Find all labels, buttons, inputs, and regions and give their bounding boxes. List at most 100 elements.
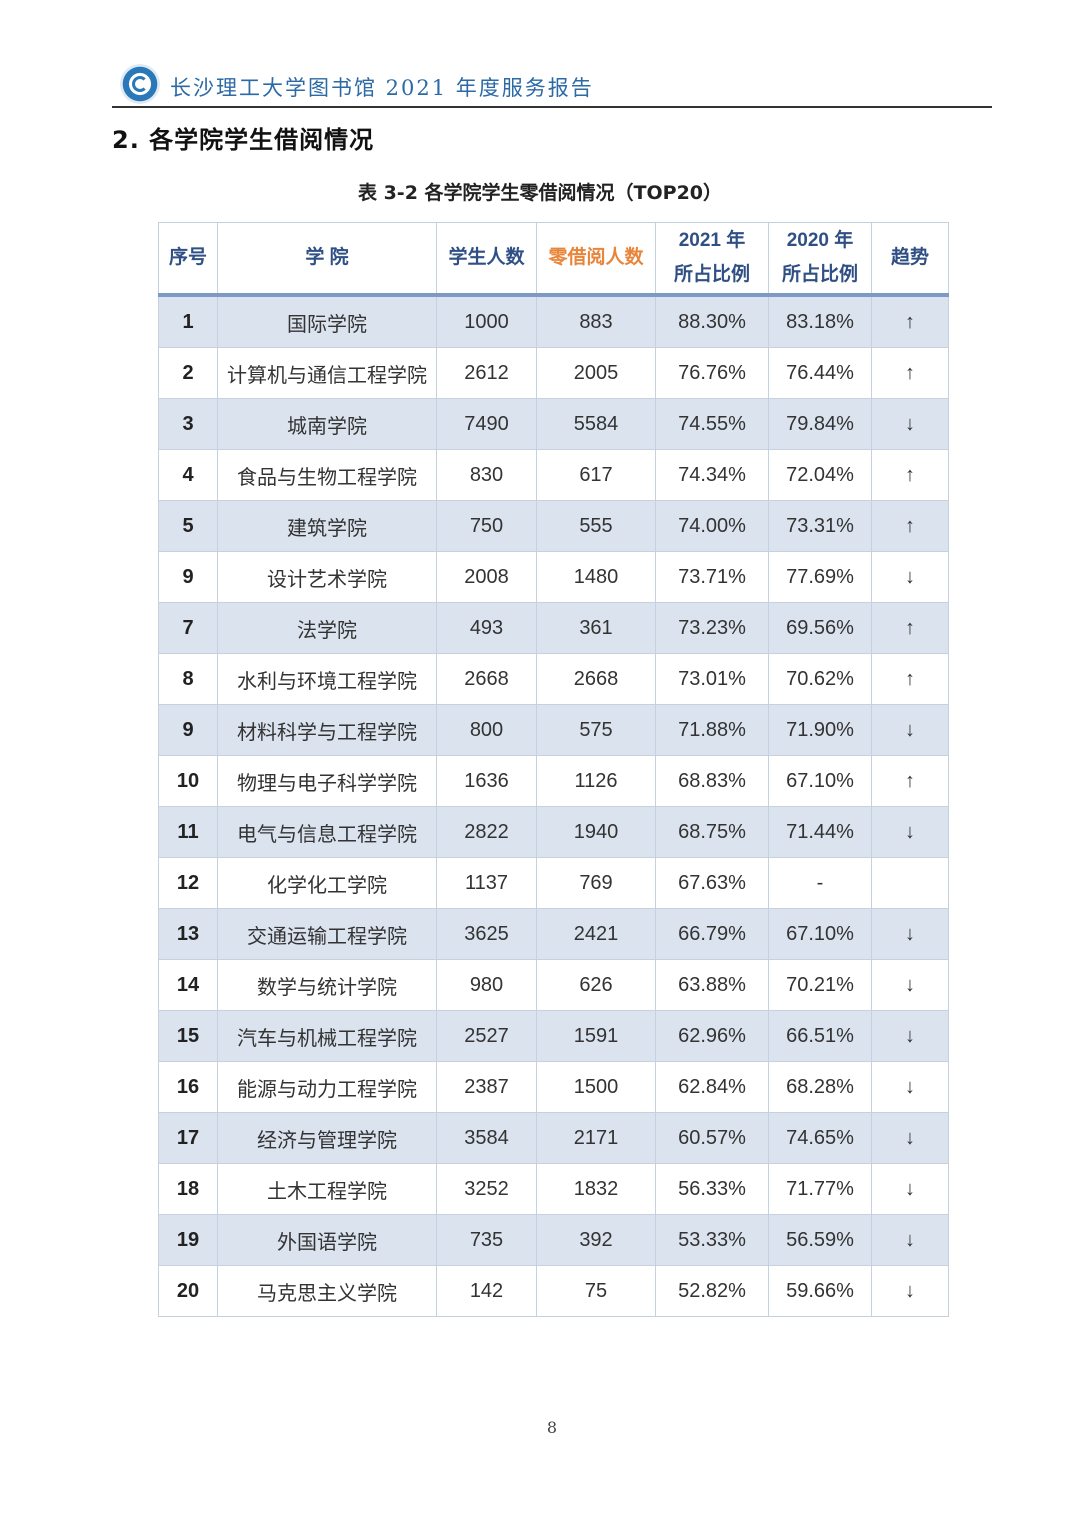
- zero-borrow-count: 883: [536, 294, 656, 348]
- college-name: 电气与信息工程学院: [217, 806, 437, 858]
- ratio-2021: 88.30%: [655, 294, 769, 348]
- college-name: 外国语学院: [217, 1214, 437, 1266]
- table-row: 4 食品与生物工程学院 830 617 74.34% 72.04% ↑: [158, 449, 949, 501]
- ratio-2021: 74.34%: [655, 449, 769, 501]
- table-row: 15 汽车与机械工程学院 2527 1591 62.96% 66.51% ↓: [158, 1010, 949, 1062]
- report-title: 长沙理工大学图书馆 2021 年度服务报告: [170, 76, 594, 100]
- row-index: 15: [158, 1010, 218, 1062]
- table-row: 9 材料科学与工程学院 800 575 71.88% 71.90% ↓: [158, 704, 949, 756]
- student-count: 980: [436, 959, 537, 1011]
- column-header-ratio-2021: 2021 年 所占比例: [655, 222, 769, 297]
- student-count: 2612: [436, 347, 537, 399]
- ratio-2020: 56.59%: [768, 1214, 872, 1266]
- row-index: 17: [158, 1112, 218, 1164]
- ratio-2021: 62.96%: [655, 1010, 769, 1062]
- row-index: 3: [158, 398, 218, 450]
- ratio-2021-label: 所占比例: [673, 264, 750, 285]
- zero-borrow-count: 1480: [536, 551, 656, 603]
- table-row: 5 建筑学院 750 555 74.00% 73.31% ↑: [158, 500, 949, 552]
- row-index: 20: [158, 1265, 218, 1317]
- zero-borrow-count: 75: [536, 1265, 656, 1317]
- trend-arrow-icon: ↑: [871, 653, 949, 705]
- table-row: 9 设计艺术学院 2008 1480 73.71% 77.69% ↓: [158, 551, 949, 603]
- zero-borrow-count: 575: [536, 704, 656, 756]
- ratio-2020: 79.84%: [768, 398, 872, 450]
- table-row: 16 能源与动力工程学院 2387 1500 62.84% 68.28% ↓: [158, 1061, 949, 1113]
- college-name: 国际学院: [217, 294, 437, 348]
- student-count: 750: [436, 500, 537, 552]
- trend-arrow-icon: ↓: [871, 704, 949, 756]
- college-name: 食品与生物工程学院: [217, 449, 437, 501]
- trend-arrow-icon: ↑: [871, 449, 949, 501]
- table-row: 13 交通运输工程学院 3625 2421 66.79% 67.10% ↓: [158, 908, 949, 960]
- student-count: 7490: [436, 398, 537, 450]
- zero-borrow-count: 769: [536, 857, 656, 909]
- row-index: 11: [158, 806, 218, 858]
- zero-borrow-count: 5584: [536, 398, 656, 450]
- college-name: 建筑学院: [217, 500, 437, 552]
- college-name: 数学与统计学院: [217, 959, 437, 1011]
- zero-borrow-count: 2668: [536, 653, 656, 705]
- college-name: 水利与环境工程学院: [217, 653, 437, 705]
- college-name: 材料科学与工程学院: [217, 704, 437, 756]
- ratio-2021: 52.82%: [655, 1265, 769, 1317]
- college-name: 城南学院: [217, 398, 437, 450]
- page-header: 长沙理工大学图书馆 2021 年度服务报告: [112, 62, 992, 108]
- trend-arrow-icon: ↓: [871, 398, 949, 450]
- ratio-2021: 60.57%: [655, 1112, 769, 1164]
- zero-borrow-count: 392: [536, 1214, 656, 1266]
- zero-borrow-count: 1126: [536, 755, 656, 807]
- column-header-students: 学生人数: [436, 222, 537, 297]
- college-name: 法学院: [217, 602, 437, 654]
- zero-borrow-count: 1591: [536, 1010, 656, 1062]
- trend-arrow-icon: ↑: [871, 347, 949, 399]
- student-count: 2668: [436, 653, 537, 705]
- college-name: 设计艺术学院: [217, 551, 437, 603]
- student-count: 800: [436, 704, 537, 756]
- ratio-2020: 77.69%: [768, 551, 872, 603]
- row-index: 13: [158, 908, 218, 960]
- student-count: 1636: [436, 755, 537, 807]
- trend-arrow-icon: ↑: [871, 294, 949, 348]
- table-row: 20 马克思主义学院 142 75 52.82% 59.66% ↓: [158, 1265, 949, 1317]
- student-count: 1137: [436, 857, 537, 909]
- student-count: 3625: [436, 908, 537, 960]
- row-index: 5: [158, 500, 218, 552]
- trend-arrow-icon: ↓: [871, 1010, 949, 1062]
- ratio-2020: 71.44%: [768, 806, 872, 858]
- ratio-2021: 68.75%: [655, 806, 769, 858]
- table-row: 8 水利与环境工程学院 2668 2668 73.01% 70.62% ↑: [158, 653, 949, 705]
- table-row: 7 法学院 493 361 73.23% 69.56% ↑: [158, 602, 949, 654]
- trend-arrow-icon: ↑: [871, 755, 949, 807]
- ratio-2021: 74.00%: [655, 500, 769, 552]
- ratio-2020: 73.31%: [768, 500, 872, 552]
- ratio-2021: 63.88%: [655, 959, 769, 1011]
- ratio-2021: 53.33%: [655, 1214, 769, 1266]
- trend-arrow-icon: [871, 857, 949, 909]
- ratio-2020: 66.51%: [768, 1010, 872, 1062]
- table-row: 19 外国语学院 735 392 53.33% 56.59% ↓: [158, 1214, 949, 1266]
- zero-borrow-count: 1500: [536, 1061, 656, 1113]
- zero-borrow-count: 617: [536, 449, 656, 501]
- ratio-2020: -: [768, 857, 872, 909]
- college-name: 汽车与机械工程学院: [217, 1010, 437, 1062]
- college-name: 交通运输工程学院: [217, 908, 437, 960]
- ratio-2020: 67.10%: [768, 908, 872, 960]
- ratio-2020: 67.10%: [768, 755, 872, 807]
- college-name: 土木工程学院: [217, 1163, 437, 1215]
- ratio-2020: 68.28%: [768, 1061, 872, 1113]
- row-index: 9: [158, 704, 218, 756]
- college-name: 计算机与通信工程学院: [217, 347, 437, 399]
- zero-borrow-count: 2005: [536, 347, 656, 399]
- ratio-2021: 62.84%: [655, 1061, 769, 1113]
- row-index: 9: [158, 551, 218, 603]
- ratio-2021: 76.76%: [655, 347, 769, 399]
- ratio-2021: 56.33%: [655, 1163, 769, 1215]
- ratio-2020: 72.04%: [768, 449, 872, 501]
- table-header-row: 序号 学 院 学生人数 零借阅人数 2021 年 所占比例 2020 年 所占比…: [158, 222, 949, 297]
- college-name: 化学化工学院: [217, 857, 437, 909]
- row-index: 7: [158, 602, 218, 654]
- ratio-2021: 67.63%: [655, 857, 769, 909]
- college-name: 物理与电子科学学院: [217, 755, 437, 807]
- column-header-zero-borrow: 零借阅人数: [536, 222, 656, 297]
